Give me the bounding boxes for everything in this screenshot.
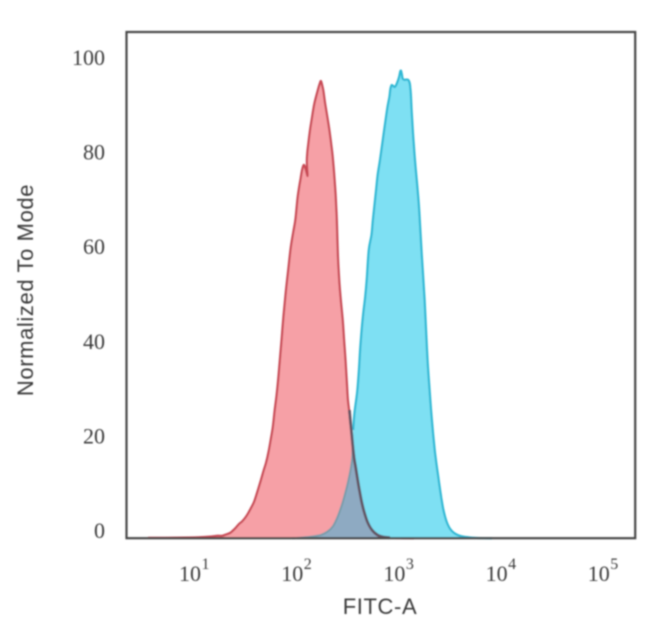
svg-text:60: 60 bbox=[83, 234, 105, 259]
svg-text:10: 10 bbox=[486, 561, 508, 586]
svg-text:100: 100 bbox=[72, 45, 105, 70]
svg-text:3: 3 bbox=[406, 556, 414, 573]
svg-text:40: 40 bbox=[83, 329, 105, 354]
svg-text:80: 80 bbox=[83, 140, 105, 165]
svg-text:4: 4 bbox=[508, 556, 516, 573]
svg-text:5: 5 bbox=[610, 556, 618, 573]
svg-text:FITC-A: FITC-A bbox=[343, 594, 417, 619]
svg-text:10: 10 bbox=[383, 561, 405, 586]
svg-text:Normalized To Mode: Normalized To Mode bbox=[13, 184, 38, 396]
svg-text:1: 1 bbox=[202, 556, 210, 573]
svg-text:10: 10 bbox=[588, 561, 610, 586]
svg-text:2: 2 bbox=[304, 556, 312, 573]
svg-text:10: 10 bbox=[179, 561, 201, 586]
svg-text:20: 20 bbox=[83, 423, 105, 448]
svg-text:0: 0 bbox=[94, 518, 105, 543]
svg-text:10: 10 bbox=[281, 561, 303, 586]
